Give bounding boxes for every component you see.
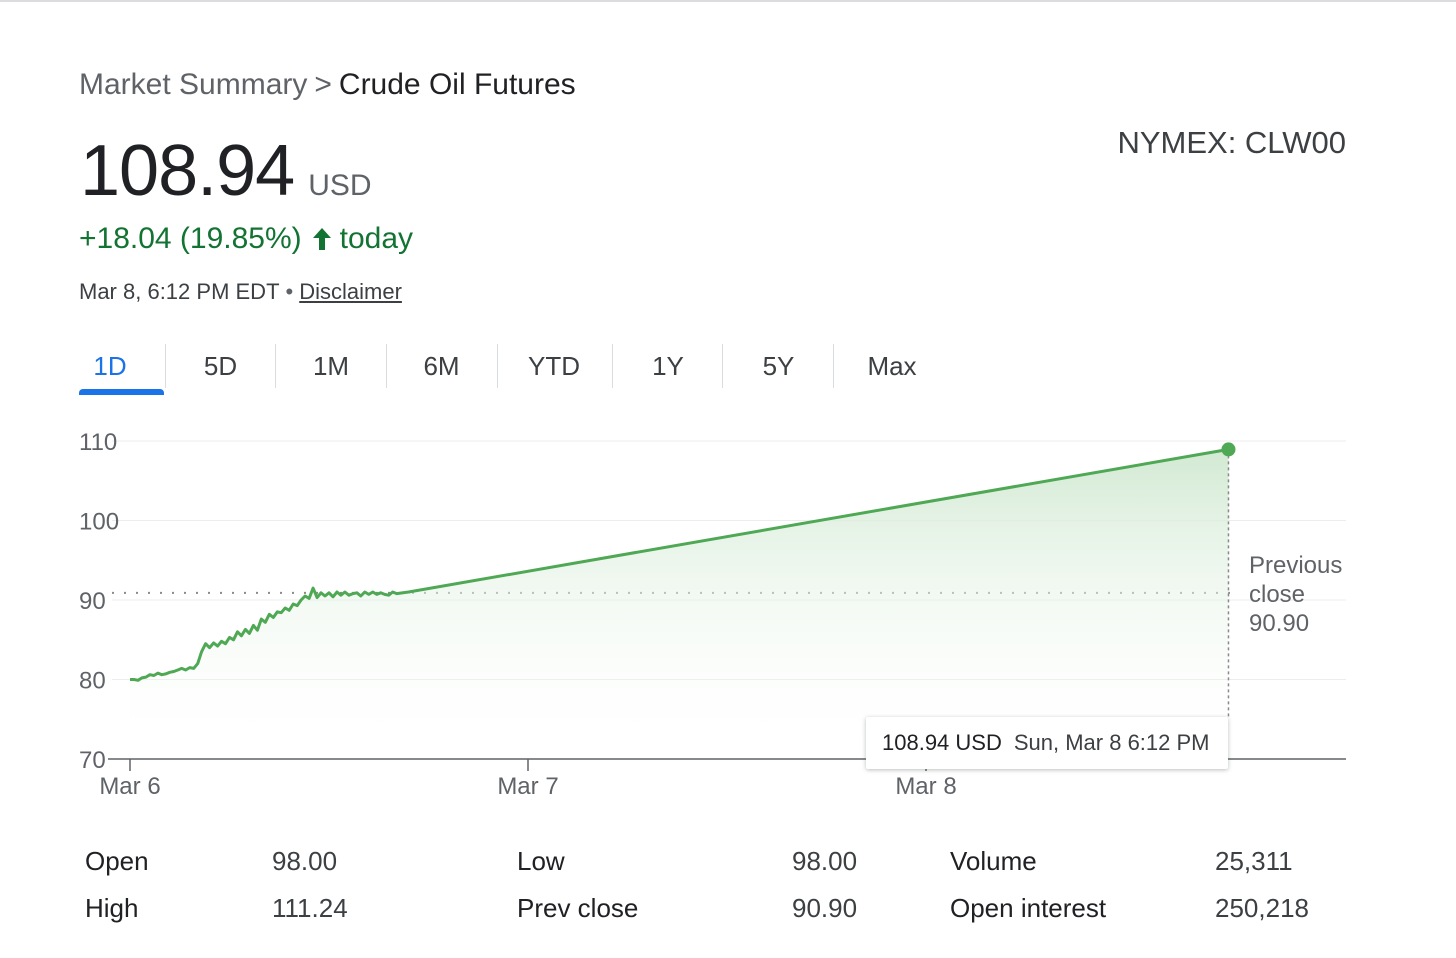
separator-dot: • bbox=[285, 279, 294, 304]
timestamp-row: Mar 8, 6:12 PM EDT • Disclaimer bbox=[79, 279, 402, 305]
tooltip-date: Sun, Mar 8 6:12 PM bbox=[1013, 730, 1210, 755]
stat-label-volume: Volume bbox=[950, 846, 1037, 876]
tab-max[interactable]: Max bbox=[867, 350, 917, 381]
previous-close-label-line: close bbox=[1249, 581, 1305, 608]
tab-divider bbox=[612, 344, 613, 388]
quote-timestamp: Mar 8, 6:12 PM EDT bbox=[79, 279, 280, 304]
tooltip-price: 108.94 USD bbox=[882, 730, 1002, 755]
y-tick-label: 80 bbox=[79, 668, 106, 695]
price-row: 108.94 USD bbox=[80, 130, 372, 212]
stat-value-low: 98.00 bbox=[792, 846, 858, 876]
change-period: today bbox=[339, 222, 414, 255]
stat-label-high: High bbox=[85, 893, 139, 923]
stat-label-low: Low bbox=[517, 846, 565, 876]
tab-5d[interactable]: 5D bbox=[203, 350, 238, 381]
price-line bbox=[130, 447, 1229, 682]
tab-ytd[interactable]: YTD bbox=[528, 350, 580, 381]
exchange-symbol: NYMEX: CLW00 bbox=[1117, 125, 1346, 160]
tab-6m[interactable]: 6M bbox=[423, 350, 460, 381]
x-tick-label: Mar 8 bbox=[895, 773, 956, 800]
stat-label-open-interest: Open interest bbox=[950, 893, 1107, 923]
y-axis-ticks: 110 100 90 80 70 bbox=[79, 429, 119, 774]
previous-close-label: Previous close 90.90 bbox=[1249, 552, 1342, 637]
tab-divider bbox=[386, 344, 387, 388]
tab-divider bbox=[165, 344, 166, 388]
x-tick-label: Mar 7 bbox=[497, 773, 558, 800]
tab-1y[interactable]: 1Y bbox=[652, 350, 684, 381]
x-tick-label: Mar 6 bbox=[99, 773, 160, 800]
y-tick-label: 110 bbox=[79, 429, 117, 456]
top-divider bbox=[0, 0, 1456, 2]
price-change: +18.04 (19.85%) today bbox=[79, 222, 413, 256]
stat-value-open: 98.00 bbox=[272, 846, 338, 876]
stat-value-high: 111.24 bbox=[272, 893, 348, 923]
tab-divider bbox=[722, 344, 723, 388]
breadcrumb: Market Summary > Crude Oil Futures bbox=[79, 68, 576, 102]
breadcrumb-separator: > bbox=[314, 68, 332, 101]
tab-divider bbox=[833, 344, 834, 388]
previous-close-label-line: Previous bbox=[1249, 552, 1342, 579]
price-area-fill bbox=[130, 449, 1229, 759]
breadcrumb-parent[interactable]: Market Summary bbox=[79, 68, 308, 101]
y-tick-label: 70 bbox=[79, 747, 106, 774]
stat-value-volume: 25,311 bbox=[1215, 846, 1293, 876]
stat-value-prev-close: 90.90 bbox=[792, 893, 858, 923]
tab-divider bbox=[497, 344, 498, 388]
stat-label-open: Open bbox=[85, 846, 149, 876]
tab-5y[interactable]: 5Y bbox=[762, 350, 795, 381]
arrow-up-icon bbox=[311, 226, 333, 252]
stat-value-open-interest: 250,218 bbox=[1215, 893, 1309, 923]
tab-divider bbox=[275, 344, 276, 388]
y-tick-label: 90 bbox=[79, 588, 106, 615]
chart-tooltip: 108.94 USD Sun, Mar 8 6:12 PM bbox=[866, 717, 1228, 769]
change-amount: +18.04 (19.85%) bbox=[79, 222, 302, 255]
tab-1d[interactable]: 1D bbox=[93, 350, 127, 381]
current-price: 108.94 bbox=[80, 131, 295, 211]
y-tick-label: 100 bbox=[79, 509, 119, 536]
active-tab-indicator bbox=[79, 389, 164, 395]
disclaimer-link[interactable]: Disclaimer bbox=[299, 279, 402, 304]
price-currency: USD bbox=[308, 169, 372, 202]
breadcrumb-current: Crude Oil Futures bbox=[338, 68, 576, 101]
x-axis-ticks: Mar 6 Mar 7 Mar 8 bbox=[99, 759, 957, 800]
previous-close-label-line: 90.90 bbox=[1249, 610, 1309, 637]
tab-1m[interactable]: 1M bbox=[312, 350, 350, 381]
stat-label-prev-close: Prev close bbox=[517, 893, 639, 923]
last-price-marker bbox=[1221, 442, 1236, 457]
